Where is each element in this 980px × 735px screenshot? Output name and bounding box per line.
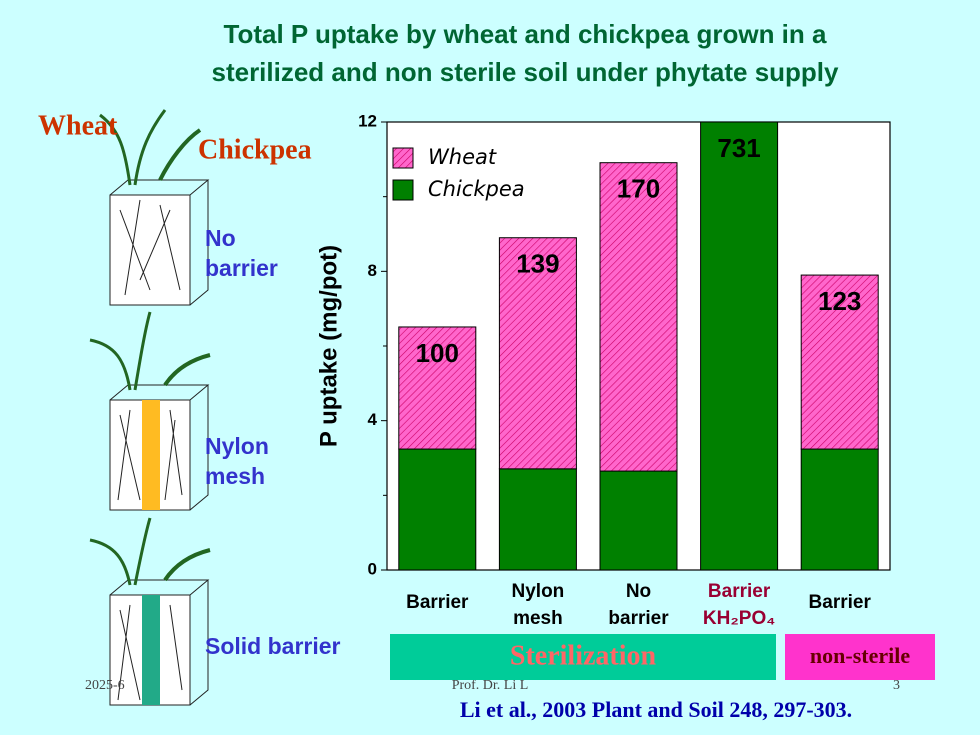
bar-segment — [700, 121, 779, 571]
x-tick-label: Nylon — [512, 581, 565, 602]
group-label: non-sterile — [810, 643, 910, 668]
bar-segment — [398, 326, 477, 450]
footer-page: 3 — [893, 678, 900, 693]
x-tick-label: Barrier — [406, 592, 469, 613]
y-tick-label: 4 — [368, 410, 378, 429]
plant-label: Chickpea — [198, 134, 312, 165]
legend-swatch — [392, 179, 414, 201]
treatment-label: Solid barrier — [205, 633, 341, 659]
bar-segment — [398, 448, 477, 571]
title: sterilized and non sterile soil under ph… — [211, 57, 839, 87]
y-tick-label: 12 — [358, 111, 377, 130]
bar-segment — [599, 470, 678, 571]
x-tick-label: Barrier — [708, 581, 771, 602]
title: Total P uptake by wheat and chickpea gro… — [224, 19, 827, 49]
group-label: Sterilization — [510, 640, 657, 671]
bar-segment — [599, 162, 678, 472]
pot — [89, 517, 211, 706]
plant-illustrations — [89, 109, 211, 706]
bar-segment — [800, 448, 879, 571]
bar-annotation: 731 — [717, 133, 760, 163]
bar-segment — [498, 468, 577, 571]
plant-label: Wheat — [38, 110, 118, 141]
citation: Li et al., 2003 Plant and Soil 248, 297-… — [460, 697, 852, 722]
x-tick-label: barrier — [608, 608, 669, 629]
x-tick-label: Barrier — [809, 592, 872, 613]
footer-date: 2025-6 — [85, 678, 125, 693]
group-box — [785, 634, 935, 680]
x-tick-label: KH₂PO₄ — [703, 608, 775, 629]
bar-segment — [800, 274, 879, 450]
bar-segment — [498, 237, 577, 470]
bar-annotation: 139 — [516, 249, 559, 279]
bar-annotation: 170 — [617, 174, 660, 204]
legend-label: Wheat — [428, 145, 497, 169]
pot — [89, 311, 211, 511]
x-tick-label: No — [626, 581, 651, 602]
bar-annotation: 123 — [818, 286, 861, 316]
treatment-label: barrier — [205, 255, 278, 281]
group-box — [390, 634, 776, 680]
y-tick-label: 0 — [368, 559, 377, 578]
bar-annotation: 100 — [416, 338, 459, 368]
treatment-label: No — [205, 225, 236, 251]
y-tick-label: 8 — [368, 261, 377, 280]
pot — [99, 109, 210, 306]
treatment-label: mesh — [205, 463, 265, 489]
treatment-label: Nylon — [205, 433, 269, 459]
x-tick-label: mesh — [513, 608, 563, 629]
y-axis-label: P uptake (mg/pot) — [315, 245, 342, 447]
footer-author: Prof. Dr. Li L — [452, 678, 529, 693]
legend-swatch — [392, 147, 414, 169]
legend-label: Chickpea — [428, 177, 525, 201]
